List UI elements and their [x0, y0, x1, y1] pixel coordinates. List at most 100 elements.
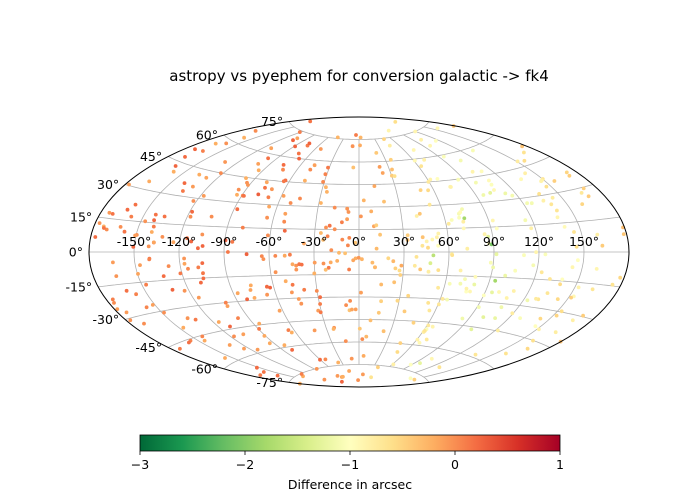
data-point: [286, 328, 291, 332]
data-point: [522, 150, 526, 155]
data-point: [476, 305, 481, 309]
data-point: [209, 214, 214, 219]
data-point: [398, 273, 403, 277]
data-point: [481, 315, 486, 319]
data-point: [236, 187, 241, 192]
data-point: [436, 285, 440, 290]
data-point: [332, 205, 337, 210]
data-point: [537, 192, 541, 196]
data-point: [166, 264, 171, 268]
lat-tick-label: 75°: [261, 114, 283, 129]
data-point: [196, 265, 201, 270]
data-point: [379, 299, 383, 304]
data-point: [358, 143, 362, 148]
data-point: [489, 182, 494, 187]
data-point: [324, 225, 328, 230]
data-point: [456, 177, 461, 182]
data-point: [350, 144, 355, 149]
data-point: [242, 346, 246, 351]
data-point: [318, 295, 322, 300]
data-point: [426, 180, 431, 184]
data-point: [133, 202, 138, 207]
data-point: [110, 297, 115, 302]
lon-tick-label: 90°: [483, 234, 505, 249]
data-point: [266, 195, 271, 200]
lat-tick-label: 45°: [140, 149, 162, 164]
data-point: [223, 300, 228, 305]
data-point: [182, 261, 187, 266]
data-point: [533, 324, 538, 329]
data-point: [297, 130, 302, 135]
data-point: [411, 320, 416, 325]
data-point: [378, 232, 382, 237]
data-point: [428, 261, 433, 266]
data-point: [430, 324, 435, 329]
data-point: [267, 341, 272, 346]
data-point: [281, 167, 285, 172]
data-point: [350, 307, 354, 312]
data-point: [458, 158, 463, 163]
data-point: [391, 362, 396, 367]
data-point: [376, 365, 380, 370]
data-point: [245, 297, 250, 302]
data-point: [393, 120, 398, 124]
data-point: [115, 307, 120, 311]
data-point: [270, 187, 274, 192]
data-point: [235, 207, 240, 212]
data-point: [200, 261, 205, 265]
data-point: [510, 311, 515, 316]
data-point: [256, 168, 261, 173]
data-point: [372, 184, 377, 189]
data-point: [511, 289, 516, 293]
data-point: [282, 228, 287, 233]
data-point: [240, 225, 245, 230]
data-point: [435, 126, 440, 131]
data-point: [327, 223, 332, 228]
data-point: [461, 226, 466, 231]
data-point: [331, 327, 336, 331]
data-point: [191, 199, 196, 203]
data-point: [312, 271, 317, 276]
data-point: [460, 207, 464, 212]
data-point: [162, 214, 167, 219]
data-point: [493, 278, 498, 283]
data-point: [186, 266, 190, 271]
data-point: [373, 265, 377, 270]
data-point: [226, 250, 230, 254]
data-point: [428, 143, 432, 148]
data-point: [411, 148, 416, 152]
data-point: [199, 280, 203, 285]
lat-tick-label: -45°: [135, 340, 162, 355]
data-point: [302, 287, 307, 292]
data-point: [473, 352, 478, 357]
data-point: [491, 265, 495, 270]
data-point: [303, 178, 307, 183]
data-point: [621, 232, 626, 237]
data-point: [590, 287, 595, 292]
data-point: [136, 272, 140, 276]
data-point: [487, 178, 491, 183]
data-point: [379, 282, 384, 287]
data-point: [489, 242, 494, 247]
data-point: [328, 260, 333, 265]
data-point: [391, 259, 396, 264]
data-point: [201, 271, 205, 276]
data-point: [170, 287, 175, 292]
colorbar-tick-label: −2: [236, 457, 254, 472]
data-point: [496, 328, 500, 333]
data-point: [302, 241, 306, 246]
data-point: [398, 341, 403, 345]
scatter-points: [93, 119, 626, 386]
data-point: [147, 257, 152, 262]
data-point: [488, 260, 493, 265]
lat-tick-label: 15°: [70, 210, 92, 225]
lon-tick-label: 60°: [438, 234, 460, 249]
data-point: [110, 212, 115, 216]
data-point: [248, 283, 253, 288]
data-point: [134, 292, 139, 297]
data-point: [281, 194, 286, 198]
data-point: [464, 289, 469, 294]
data-point: [458, 268, 463, 273]
data-point: [256, 162, 261, 166]
